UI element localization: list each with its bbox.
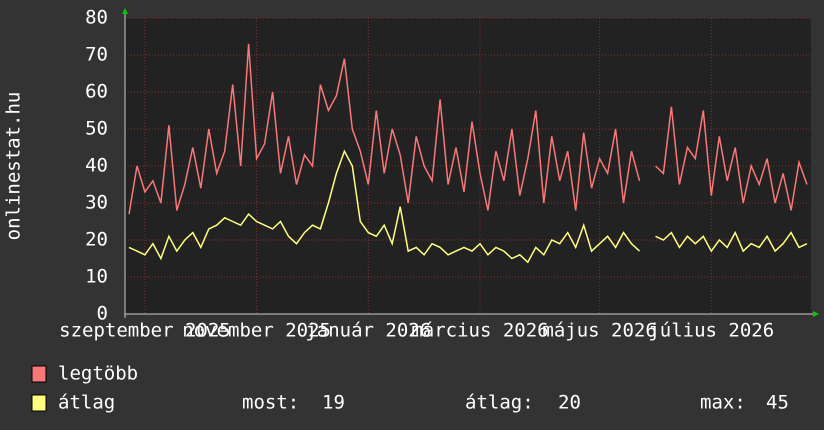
y-tick-label: 20 (85, 229, 108, 251)
y-tick-label: 40 (85, 155, 108, 177)
legend-label: átlag (58, 392, 115, 414)
stat-label: átlag: (465, 392, 534, 414)
series-line (128, 149, 808, 264)
y-tick-label: 60 (85, 81, 108, 103)
series-line (128, 43, 808, 215)
stat-value: 20 (558, 392, 581, 414)
legend-swatch (31, 394, 47, 412)
y-tick-label: 50 (85, 118, 108, 140)
y-tick-label: 10 (85, 266, 108, 288)
y-tick-label: 70 (85, 44, 108, 66)
y-tick-label: 0 (97, 303, 108, 325)
lines (128, 43, 808, 264)
x-tick-label: január 2026 (305, 320, 431, 342)
x-tick-label: szeptember 2025 (59, 320, 231, 342)
y-tick-label: 30 (85, 192, 108, 214)
x-tick-label: július 2026 (648, 320, 774, 342)
x-tick-label: május 2026 (542, 320, 656, 342)
x-tick-label: november 2025 (182, 320, 331, 342)
stat-value: 45 (766, 392, 789, 414)
x-arrow (813, 311, 819, 317)
y-tick-label: 80 (85, 7, 108, 29)
x-tick-label: március 2026 (411, 320, 548, 342)
stat-value: 19 (322, 392, 345, 414)
legend-swatch (31, 365, 47, 383)
legend: legtöbb átlag most: 19 átlag: 20 max: 45 (31, 363, 789, 414)
stat-label: max: (700, 392, 746, 414)
y-axis-label: onlinestat.hu (3, 92, 25, 241)
y-arrow (122, 8, 128, 14)
legend-label: legtöbb (58, 363, 138, 385)
stat-label: most: (242, 392, 299, 414)
